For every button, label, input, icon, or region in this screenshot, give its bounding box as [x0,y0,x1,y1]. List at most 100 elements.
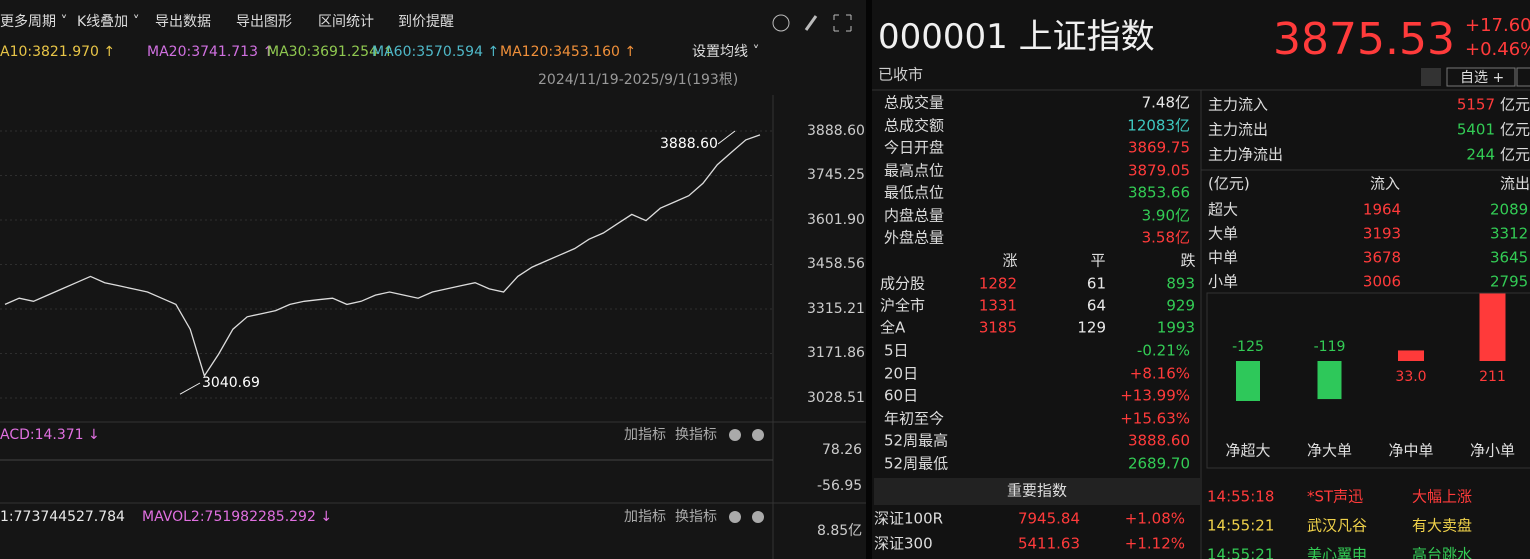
stat-value: 3853.66 [1127,183,1190,202]
breadth-label: 全A [880,318,906,337]
y-tick-label: 3601.90 [807,211,865,228]
ma-settings[interactable]: 设置均线 ˅ [692,44,760,60]
ticker-cell: 14:55:21 [1207,545,1275,559]
ticker-cell: 美心翼申 [1307,545,1368,559]
market-status: 已收市 [878,65,924,84]
return-value: +13.99% [1120,386,1190,405]
stat-label: 最低点位 [884,183,945,202]
bell-button[interactable] [1421,68,1441,86]
return-label: 60日 [884,386,919,405]
return-value: +15.63% [1120,409,1190,427]
stat-value: 3879.05 [1127,161,1190,179]
ma-legend: A10:3821.970 ↑ [0,44,116,60]
switch-indicator[interactable]: 换指标 [675,427,717,443]
last-price: 3875.53 [1273,14,1455,65]
net-flow-value: -125 [1232,339,1264,355]
gear-icon[interactable] [729,429,741,441]
y-tick-label: 3888.60 [807,123,865,139]
ticker-cell: 14:55:18 [1207,487,1275,506]
mavol-label: MAVOL2:751982285.292 ↓ [142,509,333,525]
fullscreen-icon[interactable] [833,14,852,32]
ticker-cell: 高台跳水 [1412,545,1473,559]
toolbar-item[interactable]: 区间统计 [318,14,374,30]
toolbar-item[interactable]: 导出数据 [155,14,211,30]
stat-label: 总成交量 [884,93,945,112]
watch-button[interactable] [1446,67,1516,87]
y-tick-label: 3171.86 [807,345,865,362]
change: +17.60 [1465,15,1530,36]
mavol-label: 1:773744527.784 [0,509,125,525]
flow-value: 5401 [1456,120,1495,139]
breadth-value: 893 [1166,274,1195,293]
add-indicator[interactable]: 加指标 [624,427,666,443]
close-icon[interactable] [752,429,764,441]
stat-label: 今日开盘 [884,138,945,157]
macd-label: ACD:14.371 ↓ [0,427,100,443]
breadth-value: 1331 [978,296,1017,315]
stat-label: 内盘总量 [884,206,945,224]
index-title: 重要指数 [1006,481,1068,500]
toolbar-item[interactable]: 到价提醒 [398,14,454,30]
collapse-icon[interactable] [772,14,790,32]
flow-row-label: 超大 [1208,200,1239,219]
flow-label: 主力流入 [1208,95,1269,114]
flow-value: 244 [1466,145,1495,164]
net-flow-bar [1236,361,1260,401]
watch-dropdown[interactable] [1516,67,1530,87]
gear-icon[interactable] [729,511,741,523]
breadth-value: 1993 [1156,318,1195,337]
flow-header: 流入 [1369,174,1401,193]
draw-icon[interactable] [804,15,818,31]
security-name: 000001 上证指数 [878,17,1155,57]
flow-value: 5157 [1456,95,1495,114]
macd-tick: 78.26 [822,442,863,458]
ticker-cell: 大幅上涨 [1412,487,1473,506]
stat-label: 总成交额 [884,116,945,134]
flow-unit: 亿元 [1500,95,1530,114]
index-change: +1.12% [1124,534,1185,553]
flow-unit: 亿元 [1500,120,1530,139]
breadth-value: 929 [1166,296,1195,315]
add-indicator[interactable]: 加指标 [624,509,666,525]
ticker-cell: 14:55:21 [1207,516,1275,535]
flow-row-label: 小单 [1208,272,1239,291]
index-name: 深证100R [874,509,944,528]
flow-label: 主力净流出 [1208,145,1284,164]
net-flow-category: 净大单 [1306,441,1353,460]
breadth-header: 涨 [1002,251,1018,270]
ma-legend: MA20:3741.713 ↑ [147,44,275,60]
price-line [4,134,761,378]
switch-indicator[interactable]: 换指标 [675,509,717,525]
ticker-cell: *ST声迅 [1307,487,1364,506]
stat-label: 最高点位 [884,161,945,179]
macd-tick: -56.95 [817,478,863,494]
ma-legend: MA30:3691.254 ↑ [267,44,395,60]
flow-out: 3645 [1490,248,1529,267]
ma-legend: MA120:3453.160 ↑ [500,44,637,60]
index-value: 7945.84 [1017,509,1080,528]
flow-out: 2089 [1490,200,1529,219]
close-icon[interactable] [752,511,764,523]
net-flow-value: -119 [1313,339,1346,355]
stat-value: 3869.75 [1127,138,1190,157]
flow-out: 3312 [1490,224,1529,243]
stat-value: 7.48亿 [1141,93,1190,112]
flow-unit: 亿元 [1500,145,1530,164]
breadth-value: 61 [1086,274,1106,293]
return-value: 3888.60 [1127,431,1190,450]
y-tick-label: 3315.21 [807,300,865,317]
toolbar-item[interactable]: 更多周期 ˅ [0,14,68,30]
net-flow-category: 净小单 [1469,441,1516,460]
net-flow-box [1206,292,1530,469]
breadth-value: 129 [1077,318,1106,337]
net-flow-category: 净中单 [1388,441,1434,460]
toolbar-item[interactable]: K线叠加 ˅ [77,14,140,30]
net-flow-category: 净超大 [1225,441,1271,460]
y-tick-label: 3745.25 [807,167,865,184]
net-flow-bar [1317,361,1342,400]
net-flow-value: 211 [1479,369,1506,385]
volume-tick: 8.85亿 [817,523,863,539]
toolbar-item[interactable]: 导出图形 [236,14,292,30]
change-pct: +0.46% [1465,39,1530,60]
watch-button[interactable]: 自选 + [1460,70,1505,86]
